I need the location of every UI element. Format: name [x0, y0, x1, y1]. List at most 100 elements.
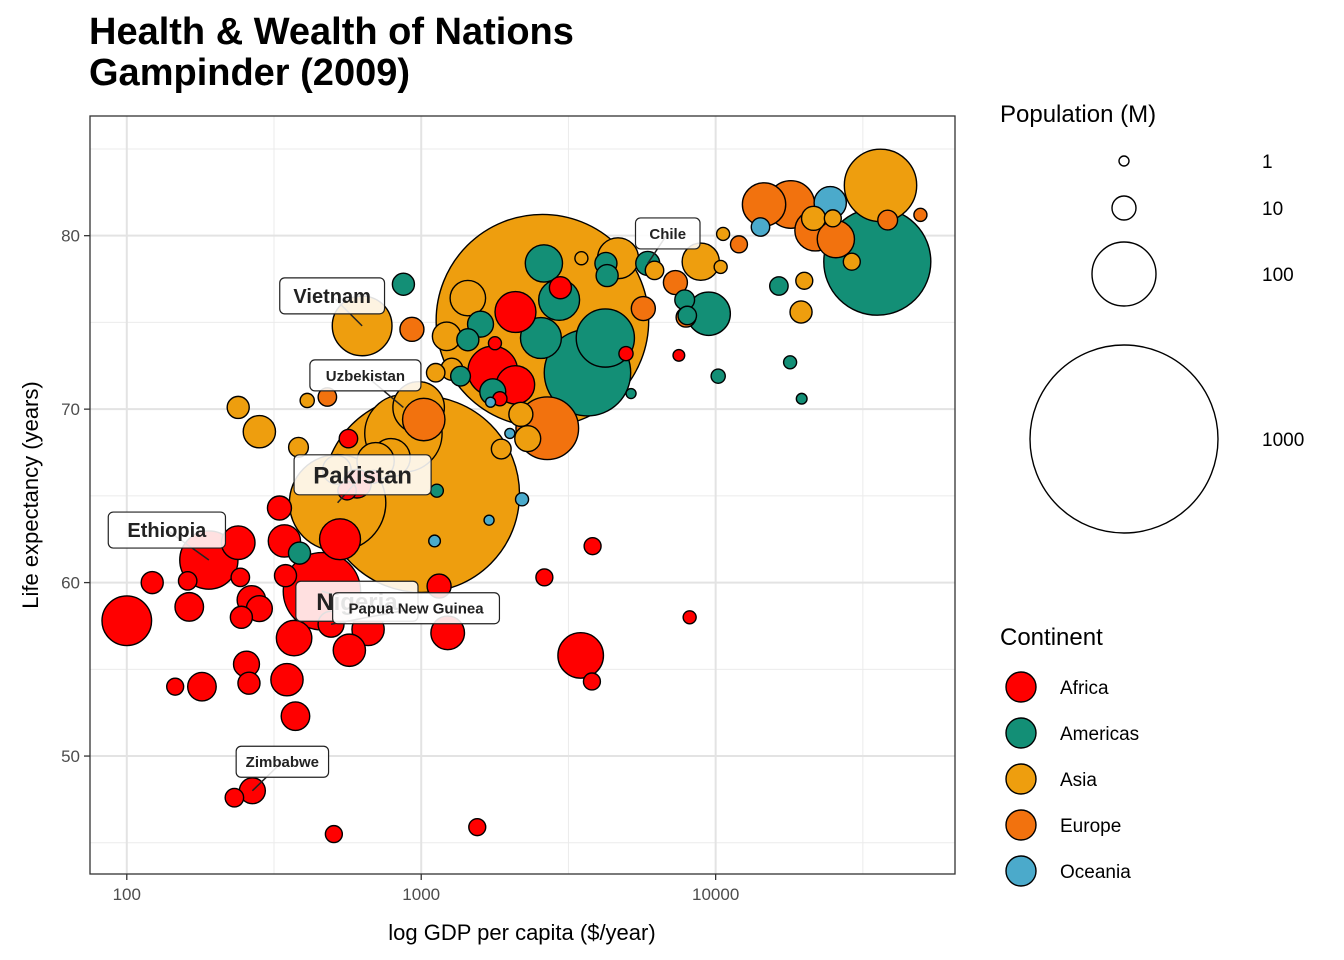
data-point-asia — [242, 414, 277, 449]
data-point-americas — [519, 316, 563, 360]
size-legend-label: 1 — [1262, 152, 1273, 173]
annotation-box — [279, 277, 386, 315]
data-point-oceania — [483, 514, 495, 526]
annotation-box — [107, 511, 227, 549]
x-tick-label: 10000 — [692, 885, 739, 904]
data-point-africa — [177, 570, 198, 591]
data-point-americas — [625, 387, 637, 400]
data-point-africa — [280, 701, 311, 732]
y-tick-label: 70 — [61, 400, 80, 419]
chart-title-line1: Health & Wealth of Nations — [89, 11, 574, 53]
data-point-asia — [795, 271, 814, 290]
legend-label-americas: Americas — [1060, 724, 1139, 745]
data-point-africa — [618, 345, 634, 362]
data-point-americas — [595, 263, 619, 288]
data-point-asia — [574, 251, 589, 266]
legend-swatch-africa — [1005, 671, 1037, 703]
data-point-oceania — [504, 427, 516, 440]
data-point-europe — [913, 207, 928, 223]
legend-label-asia: Asia — [1060, 770, 1097, 791]
data-point-americas — [429, 483, 445, 498]
x-tick-label: 100 — [113, 885, 141, 904]
data-point-africa — [682, 610, 697, 625]
data-point-africa — [101, 595, 153, 647]
annotation-label: Pakistan — [313, 462, 412, 489]
legend-label-oceania: Oceania — [1060, 862, 1131, 883]
y-tick-label: 60 — [61, 574, 80, 593]
annotation-box — [332, 592, 501, 625]
size-legend-key — [1029, 344, 1219, 534]
annotations: VietnamUzbekistanChileEthiopiaPakistanNi… — [107, 217, 701, 792]
annotation-chile: Chile — [634, 217, 701, 264]
data-points — [101, 148, 932, 844]
annotation-box — [634, 217, 701, 250]
data-point-asia — [843, 148, 918, 223]
annotation-box — [235, 745, 330, 778]
annotation-ethiopia: Ethiopia — [107, 511, 227, 561]
data-point-americas — [524, 244, 564, 283]
data-point-europe — [399, 316, 425, 343]
data-point-africa — [275, 619, 313, 657]
data-point-americas — [287, 541, 312, 565]
data-point-asia — [713, 259, 728, 275]
data-point-africa — [672, 348, 686, 362]
annotation-label: Zimbabwe — [246, 754, 319, 771]
y-axis-title: Life expectancy (years) — [18, 381, 43, 608]
data-point-europe — [877, 209, 899, 231]
data-point-europe — [630, 295, 657, 322]
data-point-africa — [273, 563, 298, 588]
data-point-africa — [338, 428, 359, 449]
data-point-asia — [490, 438, 512, 460]
data-point-africa — [140, 570, 164, 595]
annotation-uzbekistan: Uzbekistan — [309, 359, 422, 408]
annotation-label: Uzbekistan — [326, 368, 405, 385]
data-point-africa — [229, 605, 254, 630]
data-point-africa — [557, 631, 605, 679]
annotation-zimbabwe: Zimbabwe — [235, 745, 330, 792]
data-point-americas — [710, 368, 726, 384]
data-point-africa — [270, 662, 304, 697]
data-point-asia — [789, 300, 813, 324]
data-point-africa — [318, 518, 362, 561]
data-point-africa — [324, 824, 344, 844]
data-point-europe — [729, 235, 749, 254]
data-point-africa — [548, 275, 573, 300]
size-legend-label: 100 — [1262, 265, 1294, 286]
data-point-oceania — [750, 217, 771, 237]
chart-subtitle: Gampinder (2009) — [89, 52, 410, 94]
data-point-americas — [768, 276, 789, 296]
data-point-africa — [332, 633, 367, 668]
data-point-oceania — [428, 534, 442, 548]
data-point-americas — [677, 305, 698, 326]
chart-title: Health & Wealth of Nations Gampinder (20… — [89, 12, 574, 94]
data-point-americas — [782, 355, 798, 370]
legend-swatch-asia — [1005, 763, 1037, 795]
data-point-africa — [237, 671, 261, 695]
data-point-africa — [230, 567, 251, 588]
annotation-box — [293, 454, 432, 496]
legend-swatch-europe — [1005, 809, 1037, 841]
data-point-africa — [535, 568, 554, 587]
size-legend-label: 10 — [1262, 199, 1283, 220]
legend-swatch-americas — [1005, 717, 1037, 749]
annotation-label: Papua New Guinea — [349, 601, 485, 618]
annotation-papua-new-guinea: Papua New Guinea — [330, 592, 501, 625]
annotation-label: Ethiopia — [127, 520, 207, 542]
data-point-africa — [166, 677, 185, 696]
annotation-label: Vietnam — [293, 286, 370, 308]
data-point-africa — [266, 495, 293, 521]
data-point-africa — [174, 591, 205, 622]
size-legend-key — [1091, 241, 1157, 307]
data-point-africa — [582, 672, 602, 691]
data-point-africa — [224, 787, 245, 808]
x-axis-title: log GDP per capita ($/year) — [388, 920, 655, 945]
data-point-americas — [456, 328, 480, 352]
annotation-vietnam: Vietnam — [279, 277, 386, 327]
data-point-asia — [644, 260, 665, 281]
data-point-africa — [583, 536, 602, 556]
data-point-asia — [514, 424, 542, 453]
data-point-americas — [795, 392, 808, 405]
data-point-asia — [431, 321, 462, 352]
data-point-africa — [220, 525, 256, 561]
